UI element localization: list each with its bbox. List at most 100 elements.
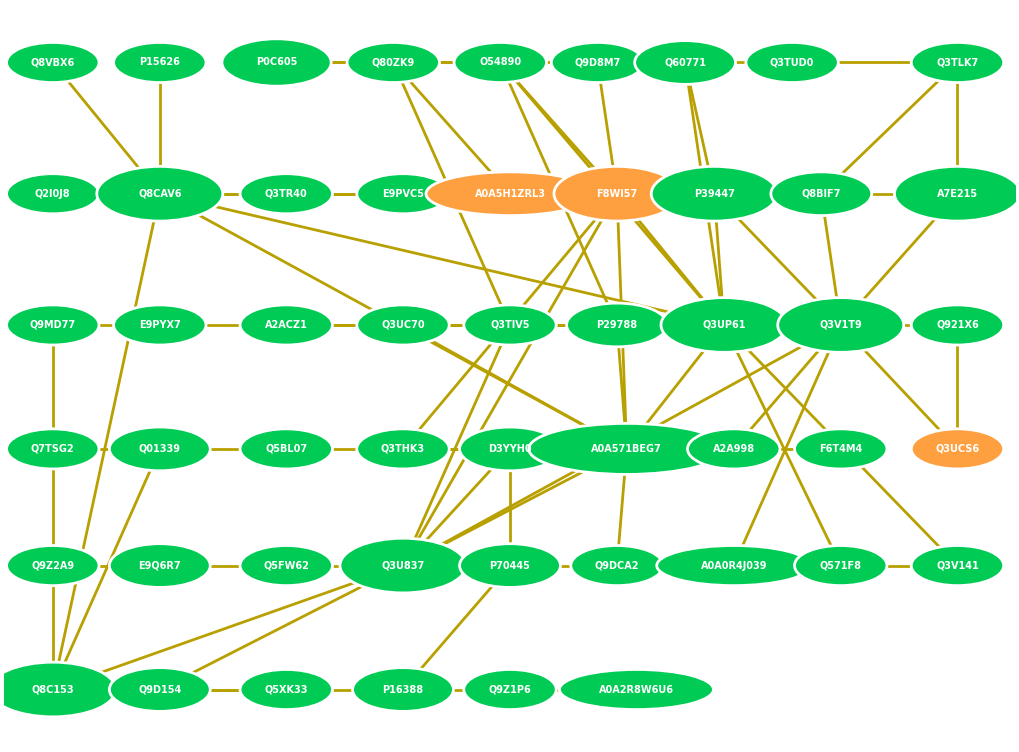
Ellipse shape [528, 423, 725, 475]
Text: A7E215: A7E215 [936, 189, 977, 199]
Text: Q80ZK9: Q80ZK9 [371, 57, 415, 68]
Text: A0A2R8W6U6: A0A2R8W6U6 [598, 684, 674, 695]
Text: P39447: P39447 [693, 189, 734, 199]
Text: Q9MD77: Q9MD77 [30, 320, 75, 330]
Text: Q5BL07: Q5BL07 [265, 444, 307, 454]
Ellipse shape [910, 429, 1003, 469]
Ellipse shape [6, 174, 99, 214]
Ellipse shape [353, 668, 453, 711]
Ellipse shape [113, 42, 206, 83]
Text: A2ACZ1: A2ACZ1 [265, 320, 308, 330]
Ellipse shape [339, 538, 466, 593]
Ellipse shape [745, 42, 838, 83]
Text: A0A571BEG7: A0A571BEG7 [591, 444, 661, 454]
Text: Q9DCA2: Q9DCA2 [594, 560, 639, 571]
Ellipse shape [566, 303, 666, 347]
Ellipse shape [109, 427, 210, 471]
Text: Q3TR40: Q3TR40 [265, 189, 308, 199]
Ellipse shape [357, 305, 448, 345]
Ellipse shape [687, 429, 780, 469]
Text: Q3V141: Q3V141 [935, 560, 978, 571]
Ellipse shape [239, 174, 332, 214]
Ellipse shape [239, 429, 332, 469]
Text: Q5XK33: Q5XK33 [264, 684, 308, 695]
Ellipse shape [460, 544, 559, 587]
Ellipse shape [651, 166, 776, 221]
Text: Q3TUD0: Q3TUD0 [769, 57, 813, 68]
Text: Q3UC70: Q3UC70 [381, 320, 424, 330]
Ellipse shape [109, 668, 210, 711]
Text: Q9D8M7: Q9D8M7 [574, 57, 621, 68]
Text: Q2I0J8: Q2I0J8 [35, 189, 70, 199]
Ellipse shape [464, 669, 555, 710]
Ellipse shape [910, 305, 1003, 345]
Ellipse shape [113, 305, 206, 345]
Ellipse shape [910, 545, 1003, 586]
Text: F8WI57: F8WI57 [596, 189, 637, 199]
Text: P70445: P70445 [489, 560, 530, 571]
Ellipse shape [109, 544, 210, 587]
Text: P29788: P29788 [596, 320, 637, 330]
Ellipse shape [6, 429, 99, 469]
Ellipse shape [660, 298, 787, 352]
Ellipse shape [239, 669, 332, 710]
Ellipse shape [794, 429, 887, 469]
Ellipse shape [656, 545, 810, 586]
Text: Q3UCS6: Q3UCS6 [934, 444, 978, 454]
Text: A0A0R4J039: A0A0R4J039 [700, 560, 766, 571]
Text: Q7TSG2: Q7TSG2 [31, 444, 74, 454]
Ellipse shape [453, 42, 546, 83]
Ellipse shape [239, 545, 332, 586]
Ellipse shape [460, 427, 559, 471]
Ellipse shape [357, 174, 448, 214]
Ellipse shape [634, 41, 735, 84]
Ellipse shape [357, 429, 448, 469]
Ellipse shape [6, 545, 99, 586]
Ellipse shape [794, 545, 887, 586]
Text: Q571F8: Q571F8 [819, 560, 861, 571]
Text: P0C605: P0C605 [256, 57, 297, 68]
Ellipse shape [776, 298, 903, 352]
Ellipse shape [6, 305, 99, 345]
Ellipse shape [464, 305, 555, 345]
Text: Q9Z2A9: Q9Z2A9 [32, 560, 74, 571]
Text: Q3UP61: Q3UP61 [701, 320, 745, 330]
Text: D3YYH0: D3YYH0 [488, 444, 531, 454]
Text: E9Q6R7: E9Q6R7 [139, 560, 181, 571]
Text: Q3TIV5: Q3TIV5 [490, 320, 529, 330]
Text: P15626: P15626 [140, 57, 180, 68]
Ellipse shape [553, 166, 680, 221]
Text: P16388: P16388 [382, 684, 423, 695]
Text: Q01339: Q01339 [139, 444, 180, 454]
Ellipse shape [6, 42, 99, 83]
Text: Q9Z1P6: Q9Z1P6 [488, 684, 531, 695]
Text: Q8VBX6: Q8VBX6 [31, 57, 74, 68]
Ellipse shape [222, 39, 331, 86]
Ellipse shape [97, 166, 222, 221]
Text: A2A998: A2A998 [712, 444, 754, 454]
Ellipse shape [551, 42, 643, 83]
Text: Q3TLK7: Q3TLK7 [935, 57, 977, 68]
Text: O54890: O54890 [479, 57, 521, 68]
Ellipse shape [571, 545, 662, 586]
Text: Q3V1T9: Q3V1T9 [818, 320, 861, 330]
Text: Q3U837: Q3U837 [381, 560, 424, 571]
Text: Q8C153: Q8C153 [32, 684, 74, 695]
Text: Q8BIF7: Q8BIF7 [801, 189, 840, 199]
Text: Q60771: Q60771 [663, 57, 705, 68]
Ellipse shape [426, 172, 593, 216]
Ellipse shape [239, 305, 332, 345]
Text: A0A5H1ZRL3: A0A5H1ZRL3 [474, 189, 545, 199]
Ellipse shape [0, 663, 116, 717]
Ellipse shape [770, 172, 871, 216]
Text: Q5FW62: Q5FW62 [263, 560, 309, 571]
Text: Q921X6: Q921X6 [935, 320, 978, 330]
Ellipse shape [910, 42, 1003, 83]
Ellipse shape [558, 669, 712, 710]
Text: Q8CAV6: Q8CAV6 [138, 189, 181, 199]
Text: E9PVC5: E9PVC5 [382, 189, 424, 199]
Ellipse shape [346, 42, 439, 83]
Text: Q3THK3: Q3THK3 [380, 444, 425, 454]
Ellipse shape [894, 166, 1019, 221]
Text: Q9D154: Q9D154 [138, 684, 181, 695]
